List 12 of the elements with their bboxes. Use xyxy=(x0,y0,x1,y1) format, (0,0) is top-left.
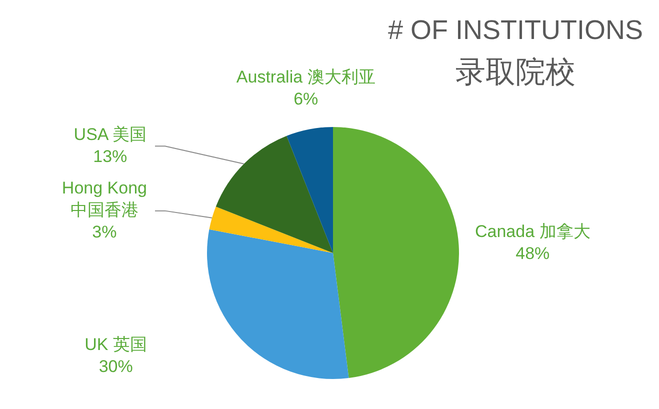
chart-title: # OF INSTITUTIONS xyxy=(386,15,644,46)
data-label: 3% xyxy=(92,222,117,242)
slice-label: Canada 加拿大 xyxy=(474,222,590,242)
slice-label: Hong Kong 中国香港 xyxy=(62,178,148,220)
data-label: 30% xyxy=(98,357,133,376)
data-label: 48% xyxy=(516,244,550,264)
data-label: 6% xyxy=(294,89,318,108)
chart-subtitle: 录取院校 xyxy=(456,55,576,90)
data-label: 13% xyxy=(93,146,128,166)
slice-label: UK 英国 xyxy=(84,335,147,354)
slice-label: Australia 澳大利亚 xyxy=(236,67,376,86)
slice-label: USA 美国 xyxy=(74,124,147,144)
